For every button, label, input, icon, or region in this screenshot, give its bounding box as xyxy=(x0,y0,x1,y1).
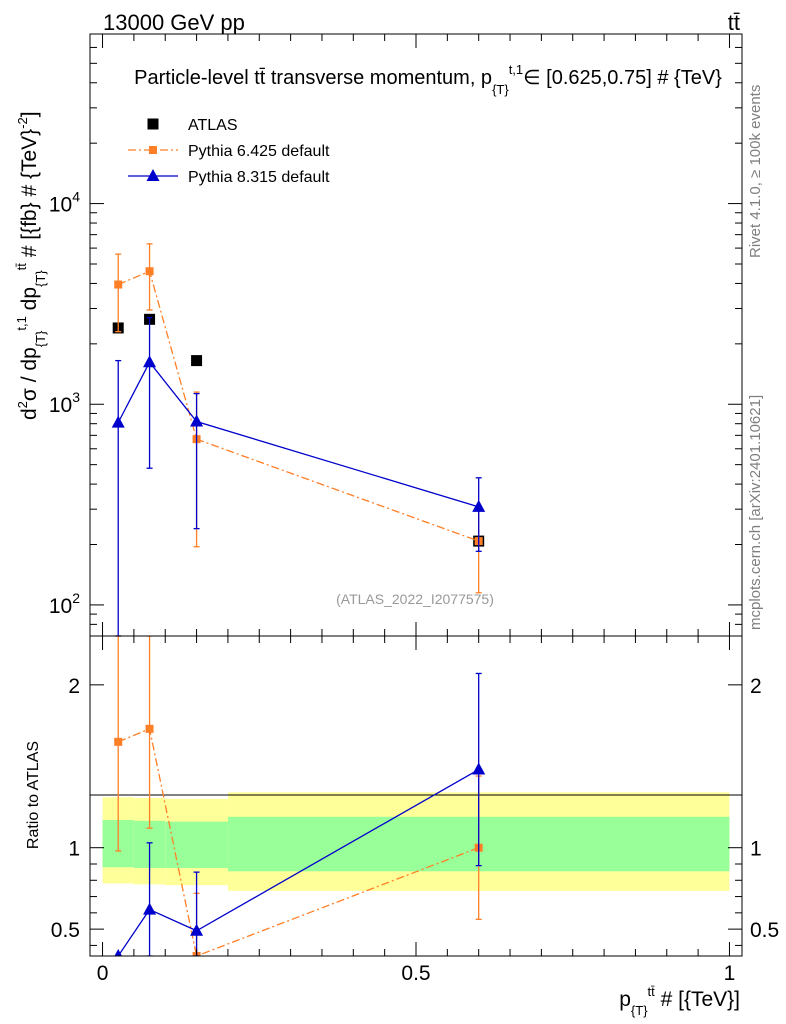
y-tick-label: 103 xyxy=(49,389,80,417)
ratio-y-tick-label-left: 0.5 xyxy=(51,919,80,942)
ratio-pythia8-point xyxy=(190,923,204,936)
title-sub: {T} xyxy=(492,82,509,97)
ratio-y-tick-label-right: 1 xyxy=(750,838,762,861)
ratio-pythia6-line xyxy=(117,727,479,956)
pythia8-point xyxy=(143,355,157,368)
pythia6-line xyxy=(117,270,479,542)
legend-label: ATLAS xyxy=(188,117,238,134)
ratio-panel: 0.5 0.5 1 1 2 2 0 0.5 1 xyxy=(51,635,779,985)
ratio-y-tick-label-right: 0.5 xyxy=(750,919,779,942)
x-tick-label: 0.5 xyxy=(401,962,430,985)
legend-marker xyxy=(149,146,157,154)
ratio-axis-ticks: 0.5 0.5 1 1 2 2 0 0.5 1 xyxy=(51,636,779,985)
energy-label: 13000 GeV pp xyxy=(103,10,245,35)
ratio-pythia8-line xyxy=(117,768,480,956)
legend-label: Pythia 6.425 default xyxy=(188,143,330,160)
watermark: (ATLAS_2022_I2077575) xyxy=(336,591,494,607)
main-y-axis-title: d2σ / dp{T}t,1 dp{T}tt̄ # [{fb} # {TeV}-… xyxy=(14,111,48,420)
atlas-point xyxy=(191,355,203,367)
pythia6-point xyxy=(114,280,123,289)
main-series xyxy=(111,243,486,637)
pythia8-line xyxy=(117,361,479,508)
pythia8-point xyxy=(472,499,486,512)
y-tick-mantissa: 10 xyxy=(49,194,72,217)
y-tick-mantissa: 10 xyxy=(49,595,72,618)
legend-marker xyxy=(146,169,160,181)
x-axis-title: p{T}tt̄ # [{TeV}] xyxy=(619,984,740,1018)
y-tick-exponent: 2 xyxy=(72,590,80,606)
ratio-y-tick-label-left: 2 xyxy=(68,675,80,698)
ratio-pythia8-point xyxy=(114,949,123,956)
legend: ATLAS Pythia 6.425 default Pythia 8.315 de… xyxy=(128,117,330,186)
legend-label: Pythia 8.315 default xyxy=(188,169,330,186)
process-label: tt̄ xyxy=(728,10,740,35)
rivet-label: Rivet 4.1.0, ≥ 100k events xyxy=(747,85,764,258)
x-tick-label: 1 xyxy=(724,962,736,985)
ratio-series xyxy=(114,636,486,956)
uncertainty-band-inner xyxy=(165,821,228,869)
ratio-pythia6-point xyxy=(114,737,123,746)
ratio-pythia8-point xyxy=(472,762,486,775)
title-rest: ∈ [0.625,0.75] # {TeV} xyxy=(523,67,722,89)
ratio-pythia8-point xyxy=(143,902,157,915)
y-tick-mantissa: 10 xyxy=(49,394,72,417)
ratio-y-tick-label-left: 1 xyxy=(68,838,80,861)
y-tick-label: 104 xyxy=(49,189,80,217)
mcplots-label: mcplots.cern.ch [arXiv:2401.10621] xyxy=(747,395,764,630)
x-tick-label: 0 xyxy=(97,962,109,985)
ratio-y-tick-label-right: 2 xyxy=(750,675,762,698)
plot-title: Particle-level tt̄ transverse momentum, … xyxy=(134,62,722,97)
y-tick-exponent: 3 xyxy=(72,389,80,405)
pythia8-point xyxy=(190,414,204,427)
legend-marker xyxy=(147,118,159,130)
title-main: Particle-level tt̄ transverse momentum, … xyxy=(134,67,492,89)
ratio-y-axis-title: Ratio to ATLAS xyxy=(25,741,42,849)
title-sup: t,1 xyxy=(509,62,523,77)
y-tick-label: 102 xyxy=(49,590,80,618)
y-tick-exponent: 4 xyxy=(72,189,80,205)
pythia8-point xyxy=(111,415,125,428)
pythia6-point xyxy=(145,267,154,276)
ratio-pythia6-point xyxy=(145,724,154,733)
